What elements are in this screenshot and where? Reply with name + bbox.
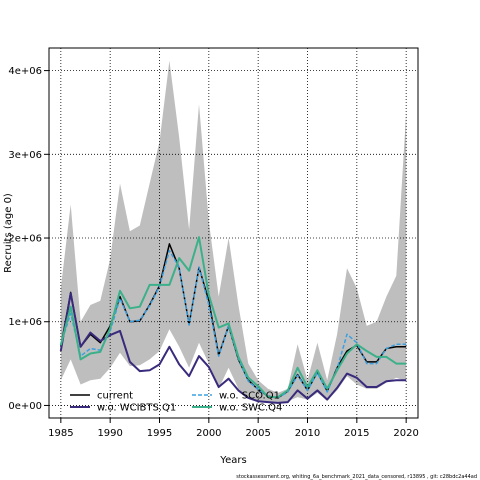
axis-layer: 1985 1990 1995 2000 2005 2010 2015 2020 0e+00 1e+… [8, 66, 419, 439]
x-tick-label: 2010 [295, 428, 320, 439]
x-axis-title: Years [219, 455, 246, 466]
y-axis-title: Recruits (age 0) [3, 193, 14, 273]
confidence-band [60, 60, 407, 404]
series-line [59, 292, 407, 404]
legend-label: w.o. SWC.Q4 [219, 403, 282, 414]
series-line [59, 236, 407, 399]
plot-frame [48, 47, 419, 419]
y-tick-label: 4e+06 [8, 66, 42, 77]
x-tick-label: 1990 [97, 428, 122, 439]
legend-label: w.o. SCO.Q1 [219, 391, 280, 402]
legend-label: w.o. WCIBTS.Q1 [97, 403, 176, 414]
x-tick-label: 1995 [147, 428, 172, 439]
confidence-band-layer [60, 60, 407, 404]
x-tick-label: 2005 [245, 428, 270, 439]
x-tick-label: 1985 [48, 428, 73, 439]
x-tick-label: 2000 [196, 428, 221, 439]
x-tick-label: 2020 [393, 428, 418, 439]
y-tick-label: 0e+00 [8, 401, 42, 412]
footer-text: stockassessment.org, whiting_6a_benchmar… [236, 474, 477, 480]
y-tick-label: 1e+06 [8, 317, 42, 328]
y-tick-label: 3e+06 [8, 150, 42, 161]
y-tick-label: 2e+06 [8, 234, 42, 245]
legend-label: current [97, 391, 133, 402]
x-tick-label: 2015 [344, 428, 369, 439]
series-layer [59, 236, 407, 404]
